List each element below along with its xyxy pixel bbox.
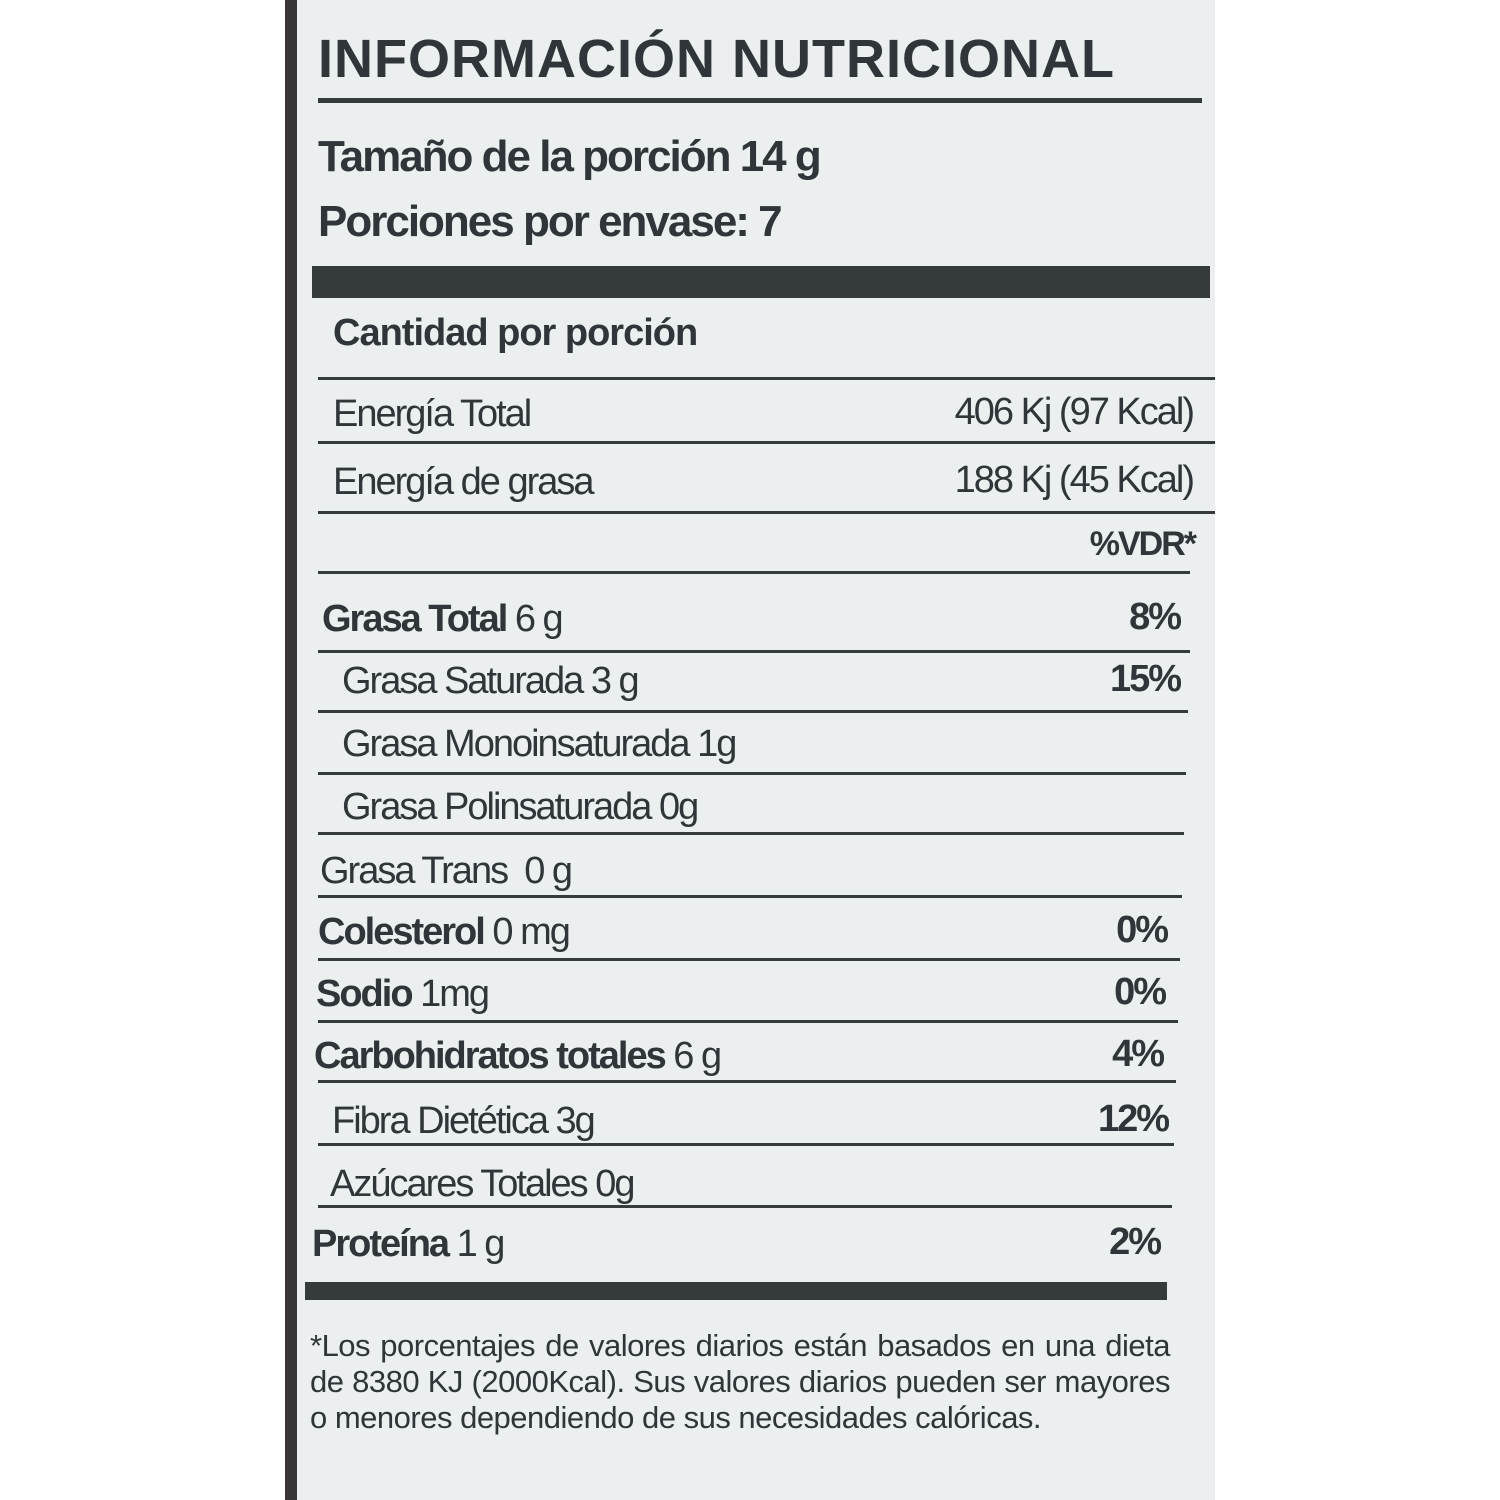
servings-per-container: Porciones por envase: 7 — [318, 197, 783, 246]
nutrient-name: Grasa Monoinsaturada — [342, 723, 691, 765]
nutrient-name: Grasa Total — [322, 598, 508, 640]
nutrient-row: Proteína 1 g — [312, 1222, 506, 1266]
nutrient-dv: 4% — [1112, 1033, 1165, 1075]
energy-total-label: Energía Total — [333, 393, 532, 435]
nutrient-row: Grasa Saturada 3 g — [342, 659, 640, 703]
nutrient-dv: 0% — [1116, 909, 1169, 951]
nutrient-amount: 0 mg — [483, 911, 571, 953]
nutrient-amount: 1mg — [411, 973, 490, 1015]
nutrient-name: Colesterol — [318, 911, 486, 953]
nutrient-amount: 3g — [546, 1100, 596, 1142]
nutrient-row: Colesterol 0 mg — [318, 910, 571, 954]
energy-fat-value: 188 Kj (45 Kcal) — [954, 459, 1195, 501]
energy-fat-label: Energía de grasa — [333, 461, 595, 503]
label-title: INFORMACIÓN NUTRICIONAL — [318, 29, 1115, 89]
divider — [318, 571, 1190, 574]
serving-size: Tamaño de la porción 14 g — [318, 132, 822, 181]
divider — [318, 650, 1190, 653]
divider — [318, 772, 1186, 775]
nutrient-name: Grasa Trans — [320, 850, 509, 892]
divider — [318, 98, 1202, 103]
nutrient-name: Grasa Saturada — [342, 660, 584, 702]
divider — [318, 895, 1182, 898]
nutrient-row: Fibra Dietética 3g — [332, 1099, 596, 1143]
nutrient-amount: 1 g — [448, 1223, 506, 1265]
divider — [318, 1205, 1172, 1208]
nutrient-name: Fibra Dietética — [332, 1100, 549, 1142]
divider — [318, 1020, 1178, 1023]
nutrient-amount: 0g — [650, 786, 699, 828]
divider — [318, 511, 1215, 514]
footnote: *Los porcentajes de valores diarios está… — [310, 1328, 1171, 1435]
nutrient-row: Grasa Trans 0 g — [320, 849, 573, 893]
divider — [318, 710, 1188, 713]
thick-divider — [305, 1282, 1167, 1300]
nutrient-name: Azúcares Totales — [330, 1163, 589, 1205]
nutrient-amount: 6 g — [664, 1035, 722, 1077]
nutrient-row: Grasa Polinsaturada 0g — [342, 785, 699, 829]
nutrition-label-panel — [285, 0, 1215, 1500]
dv-header: %VDR* — [1089, 525, 1197, 563]
amount-per-serving: Cantidad por porción — [333, 312, 698, 354]
nutrient-amount: 6 g — [506, 598, 564, 640]
nutrient-amount: 1g — [688, 723, 737, 765]
nutrient-row: Carbohidratos totales 6 g — [314, 1034, 722, 1078]
divider — [318, 832, 1184, 835]
divider — [318, 1143, 1174, 1146]
nutrient-dv: 2% — [1109, 1221, 1162, 1263]
nutrient-amount: 0g — [586, 1163, 635, 1205]
nutrient-dv: 0% — [1114, 971, 1167, 1013]
nutrient-row: Grasa Total 6 g — [322, 597, 564, 641]
nutrient-dv: 12% — [1097, 1098, 1170, 1140]
energy-total-value: 406 Kj (97 Kcal) — [954, 391, 1195, 433]
nutrient-amount: 3 g — [582, 660, 640, 702]
divider — [318, 441, 1215, 444]
nutrient-name: Sodio — [316, 973, 414, 1015]
nutrient-name: Grasa Polinsaturada — [342, 786, 652, 828]
divider — [318, 377, 1215, 380]
divider — [318, 1080, 1176, 1083]
nutrient-dv: 15% — [1109, 658, 1182, 700]
thick-divider — [312, 266, 1210, 298]
nutrient-name: Carbohidratos totales — [314, 1035, 667, 1077]
nutrient-row: Sodio 1mg — [316, 972, 490, 1016]
divider — [318, 958, 1180, 961]
nutrient-row: Grasa Monoinsaturada 1g — [342, 722, 737, 766]
nutrient-dv: 8% — [1129, 596, 1182, 638]
nutrient-amount: 0 g — [507, 850, 573, 892]
nutrient-name: Proteína — [312, 1223, 450, 1265]
nutrient-row: Azúcares Totales 0g — [330, 1162, 636, 1206]
